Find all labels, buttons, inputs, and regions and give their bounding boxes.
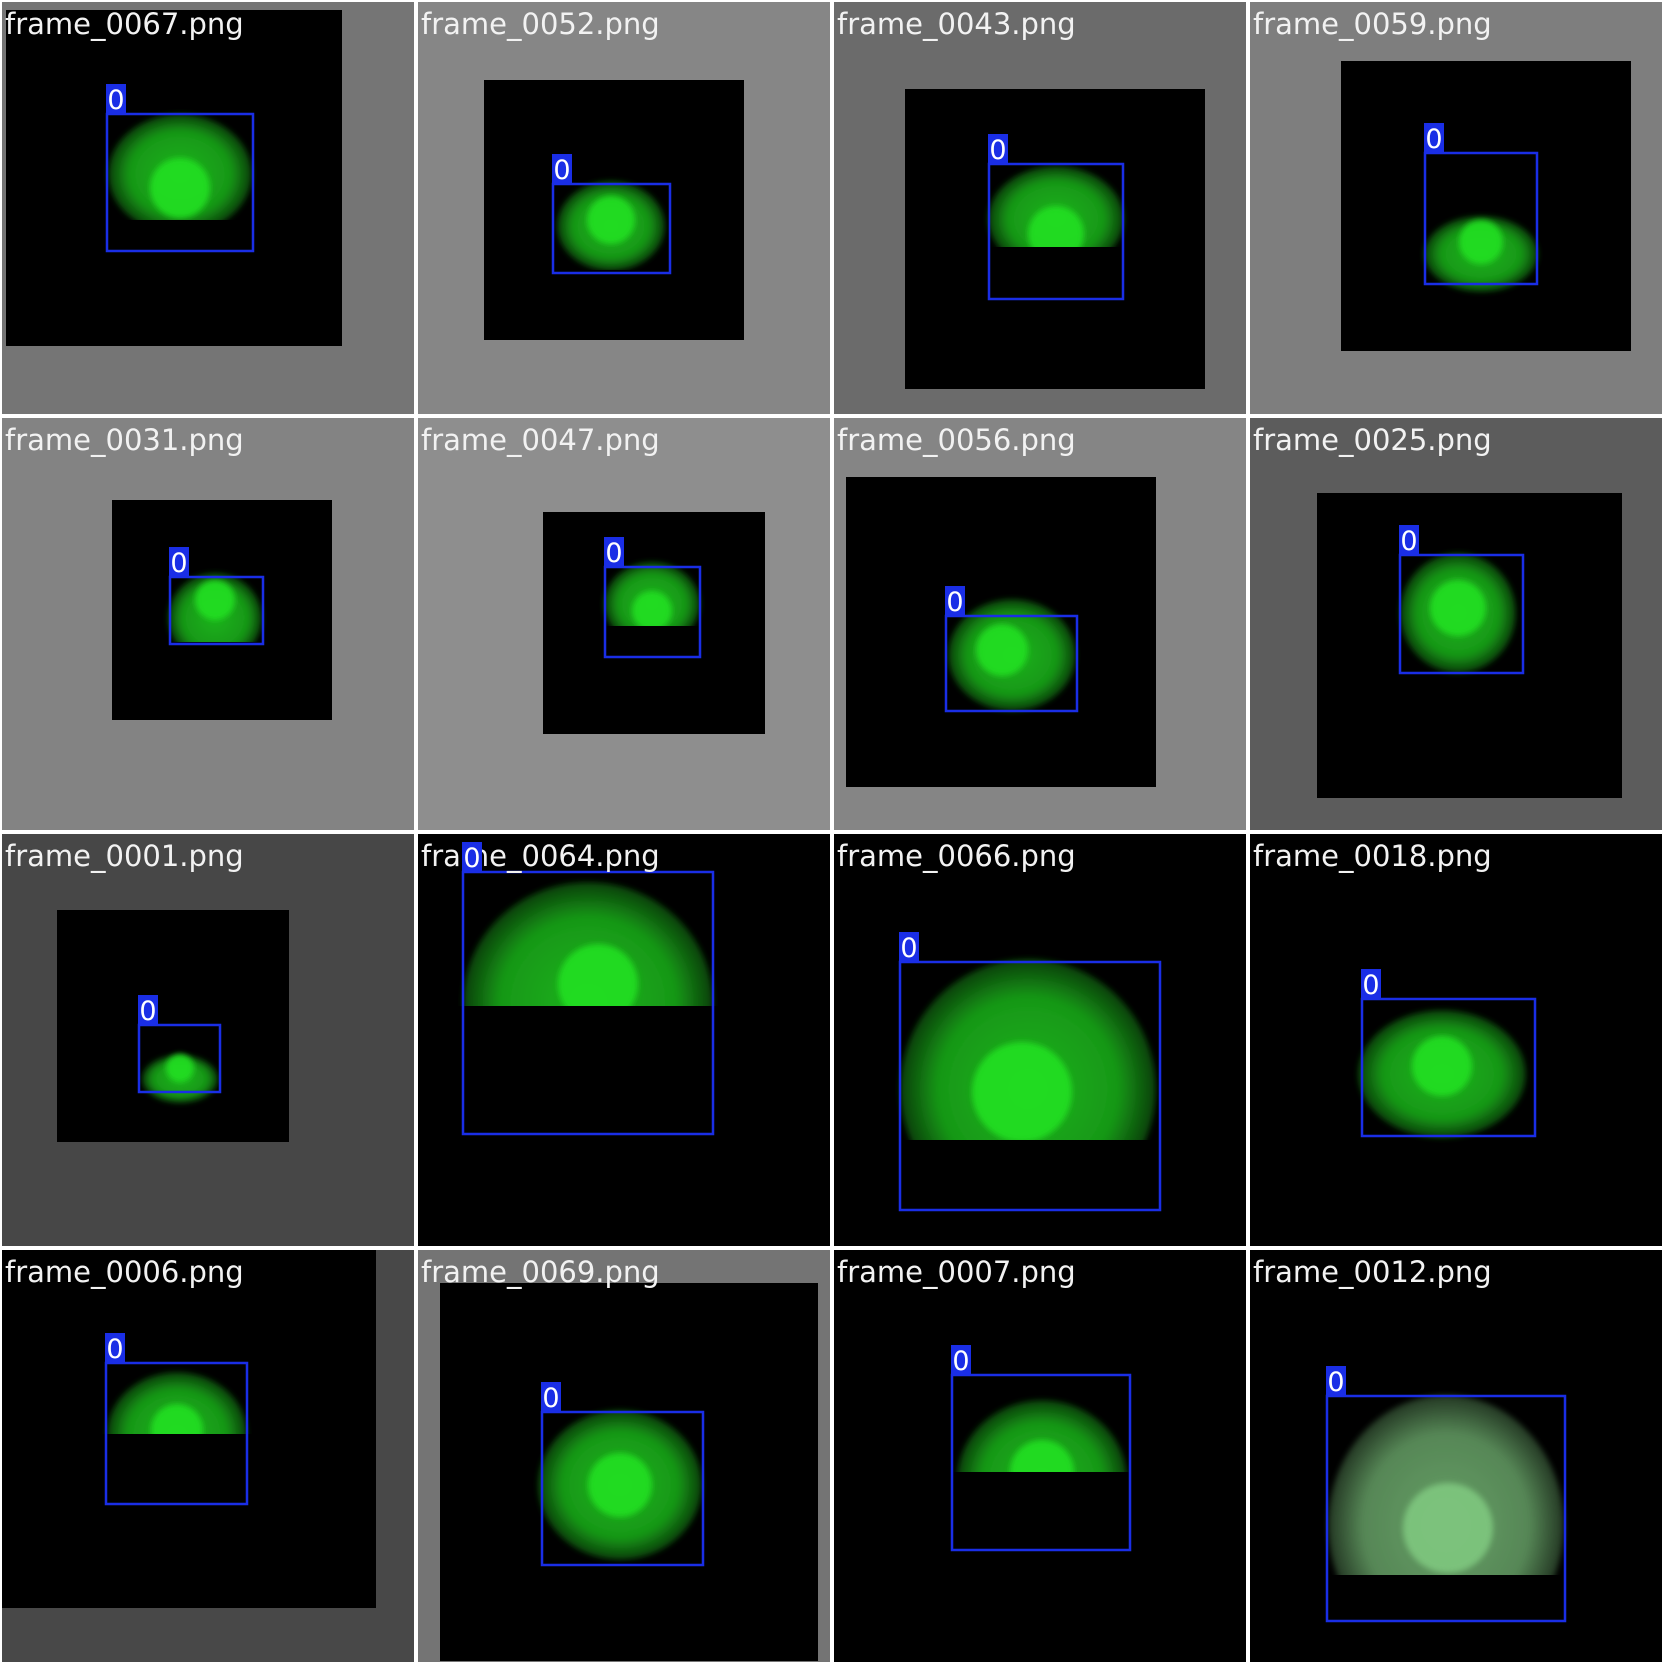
detection-tile: frame_0025.png 0 — [1250, 418, 1662, 830]
tile-image — [418, 834, 830, 1246]
tile-image — [1250, 418, 1662, 830]
bounding-box — [944, 614, 1079, 713]
frame-filename: frame_0018.png — [1253, 839, 1492, 873]
green-droplet — [948, 599, 1076, 711]
bounding-box — [950, 1373, 1132, 1552]
frame-filename: frame_0052.png — [421, 7, 660, 41]
frame-filename: frame_0012.png — [1253, 1255, 1492, 1289]
tile-image — [418, 1250, 830, 1662]
green-droplet — [1424, 216, 1538, 292]
bounding-box — [987, 162, 1125, 301]
green-droplet — [957, 1400, 1127, 1472]
bounding-box — [898, 960, 1162, 1212]
bounding-box — [461, 870, 715, 1136]
bounding-box — [1423, 151, 1539, 286]
frame-filename: frame_0069.png — [421, 1255, 660, 1289]
frame-filename: frame_0064.png — [421, 839, 660, 873]
tile-image — [834, 418, 1246, 830]
green-droplet — [1358, 1010, 1526, 1138]
bounding-box — [1398, 553, 1525, 675]
tile-image — [1250, 1250, 1662, 1662]
frame-filename: frame_0001.png — [5, 839, 244, 873]
tile-image — [418, 418, 830, 830]
detection-tile: frame_0056.png 0 — [834, 418, 1246, 830]
green-droplet — [988, 166, 1124, 247]
frame-filename: frame_0067.png — [5, 7, 244, 41]
detection-tile: frame_0001.png 0 — [2, 834, 414, 1246]
frame-filename: frame_0006.png — [5, 1255, 244, 1289]
detection-tile: frame_0069.png 0 — [418, 1250, 830, 1662]
frame-filename: frame_0047.png — [421, 423, 660, 457]
detection-tile: frame_0064.png 0 — [418, 834, 830, 1246]
frame-filename: frame_0031.png — [5, 423, 244, 457]
bounding-box — [540, 1410, 705, 1567]
detection-tile: frame_0031.png 0 — [2, 418, 414, 830]
tile-image — [2, 1250, 414, 1662]
tile-image — [2, 418, 414, 830]
detection-tile: frame_0043.png 0 — [834, 2, 1246, 414]
detection-tile: frame_0006.png 0 — [2, 1250, 414, 1662]
bounding-box — [551, 182, 672, 275]
frame-filename: frame_0059.png — [1253, 7, 1492, 41]
green-droplet — [168, 573, 262, 642]
frame-filename: frame_0066.png — [837, 839, 1076, 873]
detection-tile: frame_0059.png 0 — [1250, 2, 1662, 414]
frame-filename: frame_0043.png — [837, 7, 1076, 41]
bounding-box — [168, 575, 265, 646]
detection-tile: frame_0047.png 0 — [418, 418, 830, 830]
green-droplet — [604, 562, 700, 626]
frame-filename: frame_0007.png — [837, 1255, 1076, 1289]
tile-image — [1250, 2, 1662, 414]
tile-image — [834, 1250, 1246, 1662]
bounding-box — [1325, 1394, 1567, 1623]
bounding-box — [603, 565, 702, 659]
green-droplet — [1400, 553, 1516, 673]
frame-filename: frame_0056.png — [837, 423, 1076, 457]
tile-image — [2, 2, 414, 414]
green-droplet — [108, 114, 252, 220]
green-droplet — [538, 1410, 702, 1560]
green-droplet — [900, 959, 1156, 1140]
green-droplet — [1328, 1395, 1564, 1575]
bounding-box — [104, 1361, 249, 1506]
tile-image — [834, 834, 1246, 1246]
frame-filename: frame_0025.png — [1253, 423, 1492, 457]
frame-image-area — [1341, 61, 1631, 351]
tile-image — [834, 2, 1246, 414]
bounding-box — [105, 112, 255, 253]
bounding-box — [137, 1023, 222, 1094]
bounding-box — [1360, 997, 1537, 1138]
green-droplet — [463, 882, 713, 1006]
tile-image — [418, 2, 830, 414]
detection-tile: frame_0018.png 0 — [1250, 834, 1662, 1246]
green-droplet — [107, 1372, 247, 1434]
detection-tile: frame_0052.png 0 — [418, 2, 830, 414]
green-droplet — [557, 181, 665, 270]
tile-image — [1250, 834, 1662, 1246]
detection-tile: frame_0067.png 0 — [2, 2, 414, 414]
detection-tile: frame_0066.png 0 — [834, 834, 1246, 1246]
tile-image — [2, 834, 414, 1246]
detection-tile: frame_0007.png 0 — [834, 1250, 1246, 1662]
detection-tile: frame_0012.png 0 — [1250, 1250, 1662, 1662]
